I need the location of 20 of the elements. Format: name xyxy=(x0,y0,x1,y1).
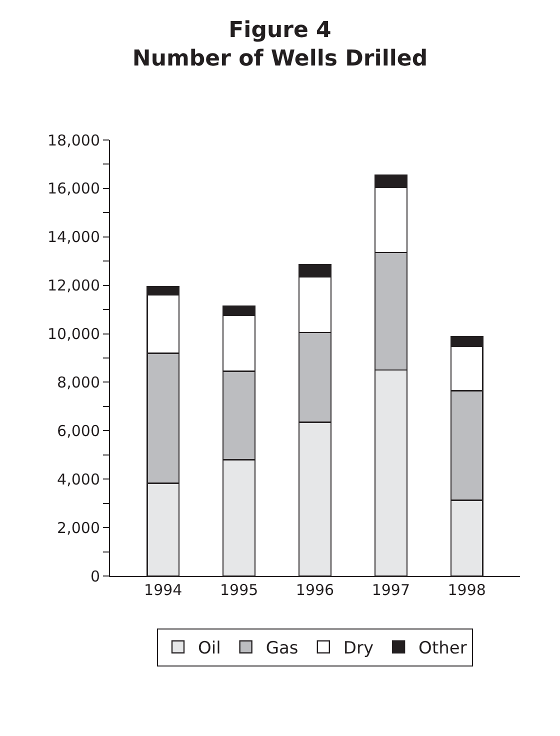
chart-title: Figure 4 Number of Wells Drilled xyxy=(132,18,428,72)
y-tick-label: 14,000 xyxy=(48,228,100,246)
x-tick-label: 1996 xyxy=(296,581,334,599)
y-tick-label: 6,000 xyxy=(57,422,100,440)
legend-label: Oil xyxy=(198,638,221,658)
y-tick-label: 18,000 xyxy=(48,131,100,150)
y-tick-label: 0 xyxy=(90,567,100,586)
y-tick-label: 12,000 xyxy=(48,276,100,295)
y-tick-label: 8,000 xyxy=(57,373,100,392)
y-tick-label: 4,000 xyxy=(57,470,100,488)
legend-label: Gas xyxy=(266,638,298,658)
x-tick-label: 1994 xyxy=(144,581,182,599)
y-tick-label: 2,000 xyxy=(57,518,100,537)
legend-label: Other xyxy=(418,638,467,658)
x-tick-label: 1997 xyxy=(372,581,410,599)
y-tick-label: 10,000 xyxy=(48,325,100,344)
legend-label: Dry xyxy=(343,638,374,658)
x-tick-label: 1998 xyxy=(448,581,486,599)
y-tick-label: 16,000 xyxy=(48,180,100,198)
x-tick-label: 1995 xyxy=(220,581,258,599)
